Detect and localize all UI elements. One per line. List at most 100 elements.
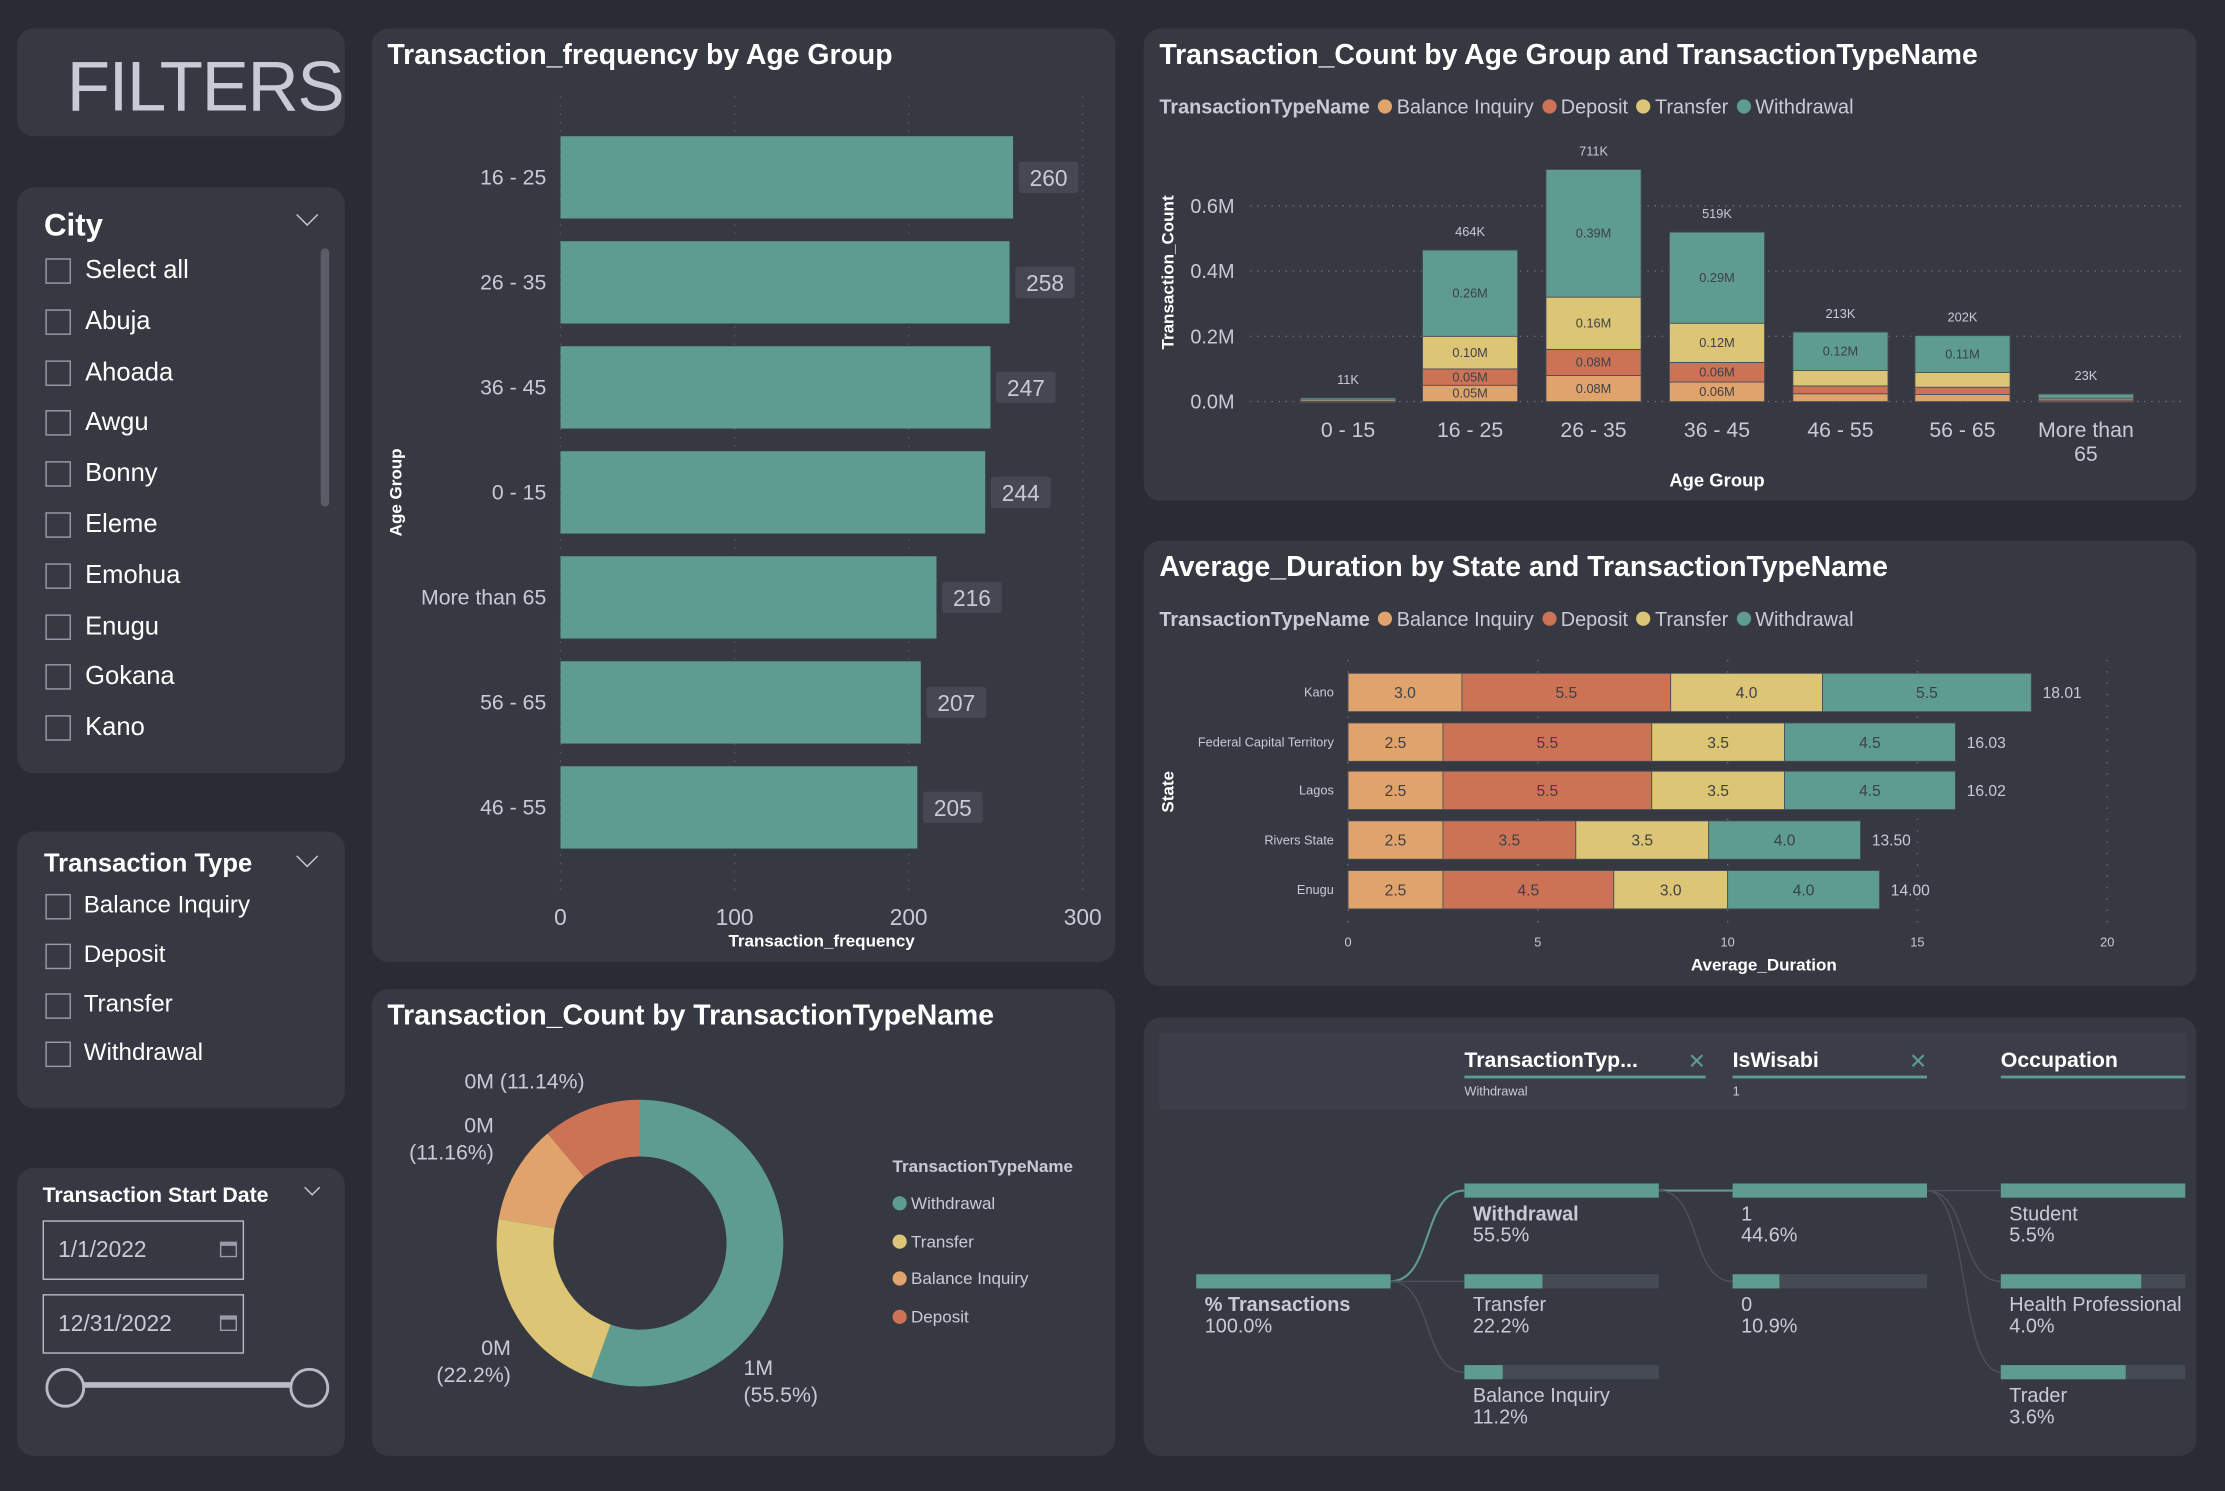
bar-segment[interactable]	[1792, 331, 1889, 371]
decomp-node-bar[interactable]	[1732, 1183, 1928, 1198]
bar-segment[interactable]	[1613, 870, 1729, 910]
bar-segment[interactable]	[1442, 770, 1653, 810]
bar-segment[interactable]	[1347, 820, 1444, 860]
bar-segment[interactable]	[1442, 820, 1577, 860]
bar-segment[interactable]	[1300, 397, 1397, 401]
legend-dot-icon	[1636, 611, 1651, 626]
donut-slice[interactable]	[547, 1099, 640, 1177]
bar-segment[interactable]	[1347, 722, 1444, 762]
legend-item[interactable]: Balance Inquiry	[1378, 95, 1534, 118]
bar-segment[interactable]	[1784, 770, 1956, 810]
bar-segment[interactable]	[1727, 870, 1880, 910]
checkbox[interactable]	[45, 309, 71, 335]
checkbox[interactable]	[45, 613, 71, 640]
legend-item[interactable]: Deposit	[1542, 95, 1628, 118]
decomp-node-fill	[1732, 1274, 1780, 1289]
bar[interactable]	[560, 661, 921, 744]
bar-segment[interactable]	[2037, 393, 2134, 399]
checkbox[interactable]	[45, 893, 71, 920]
bar-segment[interactable]	[1914, 393, 2011, 403]
bar-segment[interactable]	[1651, 722, 1785, 762]
checkbox[interactable]	[45, 715, 71, 741]
chevron-down-icon[interactable]	[304, 1179, 321, 1196]
bar-segment[interactable]	[1347, 672, 1463, 713]
bar-segment[interactable]	[1708, 820, 1861, 860]
decomp-node-bar[interactable]	[1464, 1183, 1659, 1198]
donut-slice[interactable]	[591, 1099, 784, 1387]
bar-segment[interactable]	[1545, 348, 1642, 376]
chevron-down-icon[interactable]	[296, 845, 319, 868]
bar-segment[interactable]	[1651, 770, 1785, 810]
close-icon[interactable]: ✕	[1909, 1050, 1928, 1075]
legend-item[interactable]: Deposit	[892, 1298, 1029, 1336]
bar[interactable]	[560, 346, 991, 429]
bar[interactable]	[560, 556, 937, 639]
bar-segment[interactable]	[1669, 231, 1765, 324]
bar-segment[interactable]	[1914, 372, 2011, 388]
checkbox[interactable]	[45, 461, 71, 487]
bar-segment[interactable]	[1545, 296, 1642, 350]
bar-segment[interactable]	[1461, 672, 1672, 713]
bar[interactable]	[560, 136, 1014, 219]
checkbox[interactable]	[45, 258, 71, 284]
donut-slice[interactable]	[496, 1218, 611, 1378]
decomp-level-header[interactable]: Occupation	[2000, 1049, 2186, 1079]
decomp-node-bar[interactable]	[1464, 1365, 1659, 1380]
close-icon[interactable]: ✕	[1687, 1050, 1706, 1075]
decomp-node-bar[interactable]	[2000, 1365, 2186, 1380]
decomp-node-bar[interactable]	[1732, 1274, 1928, 1289]
decomp-node-bar[interactable]	[2000, 1183, 2186, 1198]
bar-segment[interactable]	[1792, 370, 1889, 387]
city-scrollbar[interactable]	[320, 248, 330, 507]
checkbox[interactable]	[45, 512, 71, 538]
checkbox[interactable]	[45, 1042, 71, 1068]
checkbox[interactable]	[45, 943, 71, 969]
legend-item[interactable]: Balance Inquiry	[1378, 607, 1534, 630]
bar-segment[interactable]	[1914, 386, 2011, 395]
legend-item[interactable]: Transfer	[1636, 95, 1728, 118]
bar-segment[interactable]	[1422, 249, 1519, 337]
date-range-end-handle[interactable]	[289, 1367, 330, 1408]
checkbox[interactable]	[45, 359, 71, 386]
legend-item[interactable]: Balance Inquiry	[892, 1260, 1028, 1298]
bar-segment[interactable]	[1575, 820, 1710, 860]
checkbox[interactable]	[45, 664, 71, 691]
bar-segment[interactable]	[1822, 672, 2032, 713]
decomp-level-header[interactable]: TransactionTyp... ✕	[1464, 1049, 1706, 1079]
chevron-down-icon[interactable]	[296, 203, 319, 227]
bar-segment[interactable]	[1545, 375, 1642, 403]
bar-segment[interactable]	[1442, 722, 1653, 762]
date-range-start-handle[interactable]	[45, 1367, 86, 1408]
decomp-node-bar[interactable]	[2000, 1274, 2186, 1289]
legend-item[interactable]: Transfer	[1636, 607, 1728, 630]
bar[interactable]	[560, 241, 1010, 324]
bar-segment[interactable]	[1347, 870, 1444, 910]
calendar-icon[interactable]	[219, 1241, 237, 1258]
legend-item[interactable]: Withdrawal	[1736, 607, 1854, 630]
legend-item[interactable]: Deposit	[1542, 607, 1628, 630]
bar-segment[interactable]	[1784, 722, 1956, 762]
bar-segment[interactable]	[1347, 770, 1444, 810]
donut-slice[interactable]	[498, 1133, 585, 1229]
transaction-type-option-label: Deposit	[83, 940, 166, 968]
bar-segment[interactable]	[1914, 335, 2011, 373]
legend-item[interactable]: Withdrawal	[892, 1185, 1029, 1223]
bar-segment[interactable]	[1669, 322, 1765, 363]
decomp-node-bar[interactable]	[1464, 1274, 1659, 1289]
legend-item[interactable]: Transfer	[892, 1222, 1029, 1260]
legend-item[interactable]: Withdrawal	[1736, 95, 1854, 118]
decomp-level-header[interactable]: IsWisabi ✕	[1732, 1049, 1928, 1079]
bar-segment[interactable]	[1792, 393, 1889, 403]
decomp-node-bar[interactable]	[1196, 1274, 1391, 1289]
start-date-input[interactable]: 1/1/2022	[42, 1220, 245, 1280]
checkbox[interactable]	[45, 410, 71, 437]
bar[interactable]	[560, 451, 986, 534]
bar[interactable]	[560, 766, 918, 849]
bar-segment[interactable]	[1545, 169, 1642, 298]
end-date-input[interactable]: 12/31/2022	[42, 1294, 245, 1354]
checkbox[interactable]	[45, 992, 71, 1019]
bar-segment[interactable]	[1670, 672, 1823, 713]
bar-segment[interactable]	[1792, 385, 1889, 395]
checkbox[interactable]	[45, 563, 71, 589]
calendar-icon[interactable]	[219, 1315, 237, 1332]
